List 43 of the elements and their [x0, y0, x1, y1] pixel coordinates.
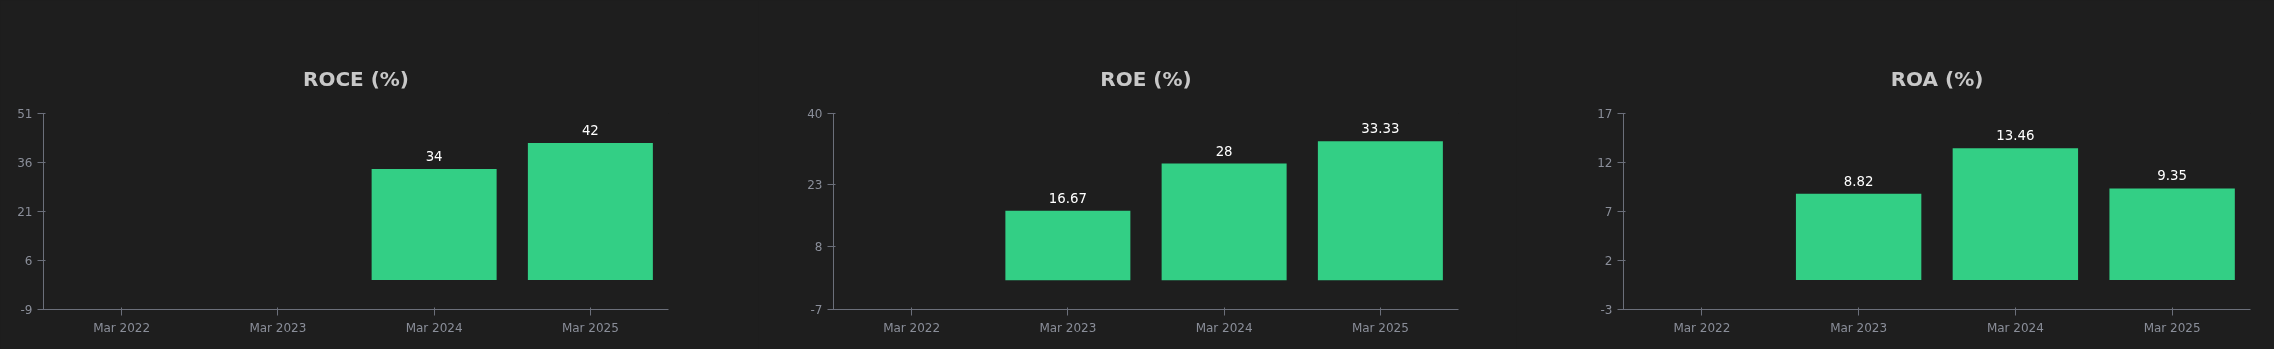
- x-tick-label: Mar 2023: [1039, 320, 1097, 335]
- chart-title: ROA (%): [1890, 67, 1984, 91]
- chart-title: ROE (%): [1100, 67, 1192, 91]
- bar: [1005, 210, 1131, 281]
- x-tick-label: Mar 2023: [249, 320, 307, 335]
- data-label: 34: [425, 149, 443, 165]
- y-tick-label: 36: [17, 156, 33, 170]
- y-tick-label: 8: [814, 240, 823, 255]
- y-tick-label: 6: [24, 254, 33, 268]
- bar: [1952, 148, 2079, 281]
- x-tick-label: Mar 2022: [1673, 320, 1731, 335]
- data-label: 42: [581, 122, 599, 138]
- y-tick-label: -7: [810, 303, 823, 317]
- data-label: 9.35: [2157, 168, 2187, 184]
- data-label: 33.33: [1361, 121, 1400, 137]
- y-tick-label: -9: [20, 303, 33, 317]
- x-tick-label: Mar 2022: [883, 320, 941, 335]
- bar: [2109, 188, 2235, 281]
- y-tick-label: 51: [17, 107, 33, 121]
- x-tick-label: Mar 2022: [93, 320, 151, 335]
- x-tick-label: Mar 2024: [1986, 320, 2044, 335]
- data-label: 28: [1215, 143, 1233, 159]
- y-tick-label: -3: [1600, 303, 1613, 317]
- chart-title: ROCE (%): [302, 67, 410, 91]
- bar: [1161, 163, 1287, 281]
- y-tick-label: 17: [1597, 107, 1613, 121]
- y-tick-label: 2: [1604, 254, 1613, 268]
- x-tick-label: Mar 2025: [2143, 320, 2201, 335]
- x-tick-label: Mar 2024: [1195, 320, 1253, 335]
- data-label: 8.82: [1843, 173, 1874, 189]
- bar: [1317, 141, 1443, 281]
- y-tick-label: 23: [807, 177, 823, 192]
- x-tick-label: Mar 2025: [1351, 320, 1409, 335]
- x-tick-label: Mar 2023: [1830, 320, 1888, 335]
- data-label: 13.46: [1996, 128, 2035, 144]
- data-label: 16.67: [1048, 190, 1087, 206]
- y-tick-label: 21: [17, 205, 33, 219]
- bar: [1795, 193, 1922, 281]
- y-tick-label: 7: [1604, 205, 1613, 219]
- y-tick-label: 12: [1597, 156, 1613, 170]
- x-tick-label: Mar 2024: [405, 320, 463, 335]
- y-tick-label: 40: [807, 107, 823, 121]
- x-tick-label: Mar 2025: [561, 320, 619, 335]
